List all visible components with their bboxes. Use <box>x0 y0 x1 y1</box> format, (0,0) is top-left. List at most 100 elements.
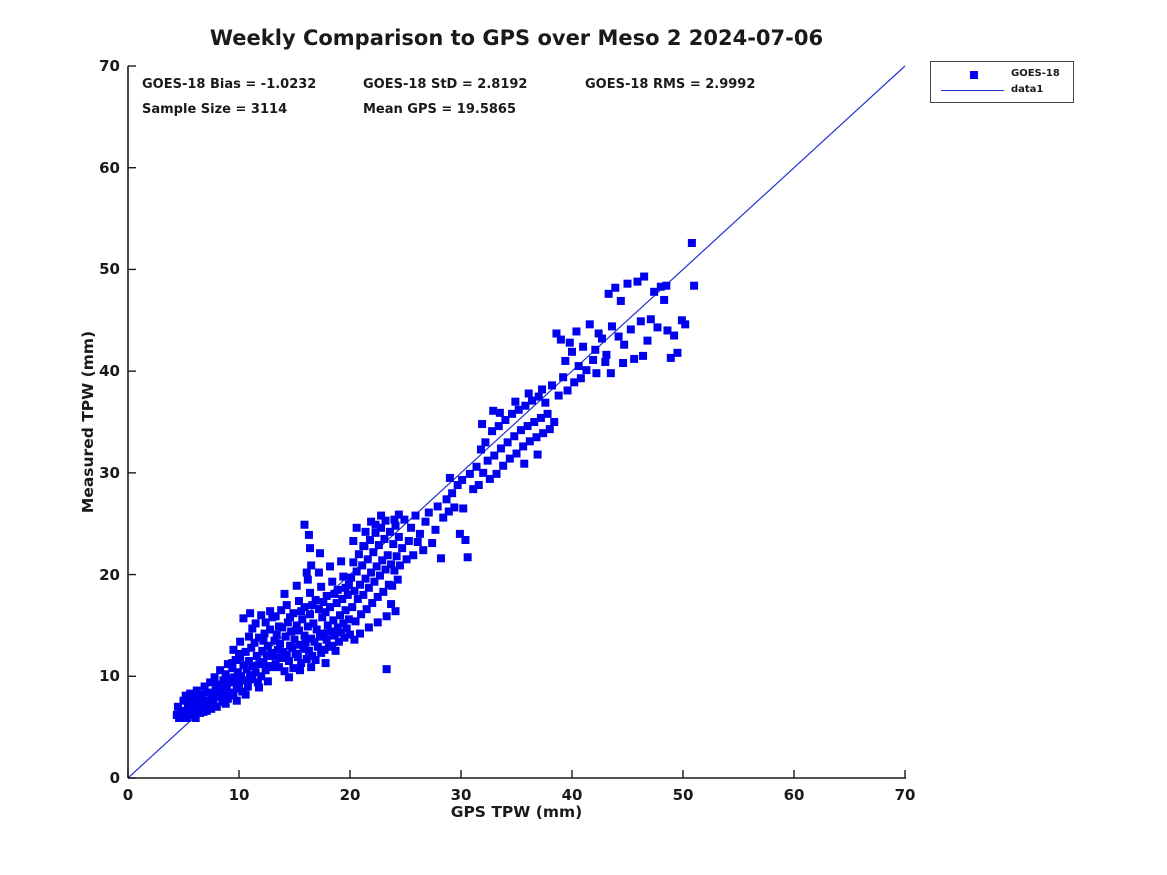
scatter-point <box>681 320 690 329</box>
scatter-point <box>316 549 325 558</box>
scatter-point <box>589 355 598 364</box>
scatter-point <box>394 510 403 519</box>
scatter-point <box>300 520 309 529</box>
scatter-point <box>563 386 572 395</box>
scatter-point <box>299 644 308 653</box>
scatter-point <box>377 511 386 520</box>
scatter-point <box>317 582 326 591</box>
y-tick-label: 60 <box>99 158 120 177</box>
scatter-point <box>400 515 409 524</box>
scatter-point <box>633 277 642 286</box>
scatter-point <box>505 454 514 463</box>
scatter-point <box>175 713 184 722</box>
scatter-point <box>359 590 368 599</box>
scatter-point <box>235 679 243 688</box>
scatter-point <box>333 623 342 632</box>
scatter-point <box>215 692 224 701</box>
scatter-point <box>181 706 190 715</box>
scatter-point <box>525 437 534 446</box>
x-tick-label: 40 <box>561 786 583 804</box>
scatter-point <box>501 415 510 424</box>
scatter-point <box>258 646 267 655</box>
scatter-point <box>381 565 390 574</box>
scatter-point <box>371 528 380 537</box>
scatter-point <box>247 643 256 652</box>
y-tick-label: 10 <box>99 667 120 686</box>
scatter-point <box>272 630 281 639</box>
scatter-point <box>348 603 357 612</box>
scatter-point <box>223 694 232 703</box>
legend-icon-zone <box>931 67 1007 83</box>
scatter-point <box>481 438 490 447</box>
x-tick-label: 70 <box>894 786 916 804</box>
scatter-point <box>300 603 309 612</box>
scatter-point <box>322 591 331 600</box>
scatter-point <box>289 609 298 618</box>
legend-label-data1: data1 <box>1011 84 1044 95</box>
scatter-point <box>585 320 594 329</box>
scatter-point <box>673 348 682 357</box>
scatter-point <box>281 632 290 641</box>
scatter-point <box>431 525 440 534</box>
scatter-point <box>277 653 286 662</box>
line-icon <box>941 90 1004 91</box>
scatter-point <box>322 635 331 644</box>
scatter-point <box>534 392 543 401</box>
scatter-point <box>336 611 345 620</box>
scatter-point <box>294 597 303 606</box>
x-tick-label: 30 <box>450 786 472 804</box>
scatter-point <box>604 289 613 298</box>
scatter-point <box>394 532 403 541</box>
scatter-point <box>349 558 358 567</box>
scatter-point <box>370 577 379 586</box>
scatter-point <box>677 316 686 325</box>
scatter-point <box>382 665 391 674</box>
scatter-point <box>413 538 422 547</box>
scatter-point <box>222 682 231 691</box>
scatter-point <box>528 396 537 405</box>
scatter-point <box>653 323 662 332</box>
scatter-point <box>341 583 350 592</box>
scatter-point <box>687 238 696 247</box>
scatter-point <box>630 354 639 363</box>
scatter-point <box>390 566 399 575</box>
scatter-point <box>217 684 226 693</box>
scatter-point <box>463 553 472 562</box>
scatter-point <box>219 676 228 685</box>
scatter-point <box>340 633 349 642</box>
scatter-point <box>208 692 217 701</box>
scatter-point <box>437 554 446 563</box>
scatter-point <box>200 682 209 691</box>
scatter-point <box>228 664 237 673</box>
scatter-point <box>330 589 339 598</box>
stats-bias-text: GOES-18 Bias = -1.0232 <box>142 77 317 92</box>
square-marker-icon <box>970 71 978 79</box>
scatter-point <box>494 422 503 431</box>
scatter-point <box>362 605 371 614</box>
scatter-point <box>539 429 548 438</box>
scatter-point <box>284 657 293 666</box>
scatter-point <box>388 581 397 590</box>
scatter-point <box>223 660 232 669</box>
scatter-point <box>666 353 675 362</box>
scatter-point <box>266 625 275 634</box>
scatter-point <box>411 511 420 520</box>
scatter-point <box>352 523 361 532</box>
scatter-point <box>419 546 428 555</box>
scatter-point <box>572 327 581 336</box>
scatter-point <box>393 575 402 584</box>
stats-rms-text: GOES-18 RMS = 2.9992 <box>585 77 756 92</box>
scatter-point <box>611 283 620 292</box>
scatter-point <box>307 561 316 570</box>
scatter-point <box>391 521 400 530</box>
scatter-point <box>623 279 632 288</box>
scatter-point <box>276 639 285 648</box>
scatter-point <box>559 373 568 382</box>
scatter-point <box>251 619 260 628</box>
scatter-point <box>230 673 239 682</box>
scatter-point <box>314 568 323 577</box>
x-axis-label: GPS TPW (mm) <box>450 803 583 821</box>
scatter-point <box>232 684 241 693</box>
scatter-point <box>646 315 655 324</box>
